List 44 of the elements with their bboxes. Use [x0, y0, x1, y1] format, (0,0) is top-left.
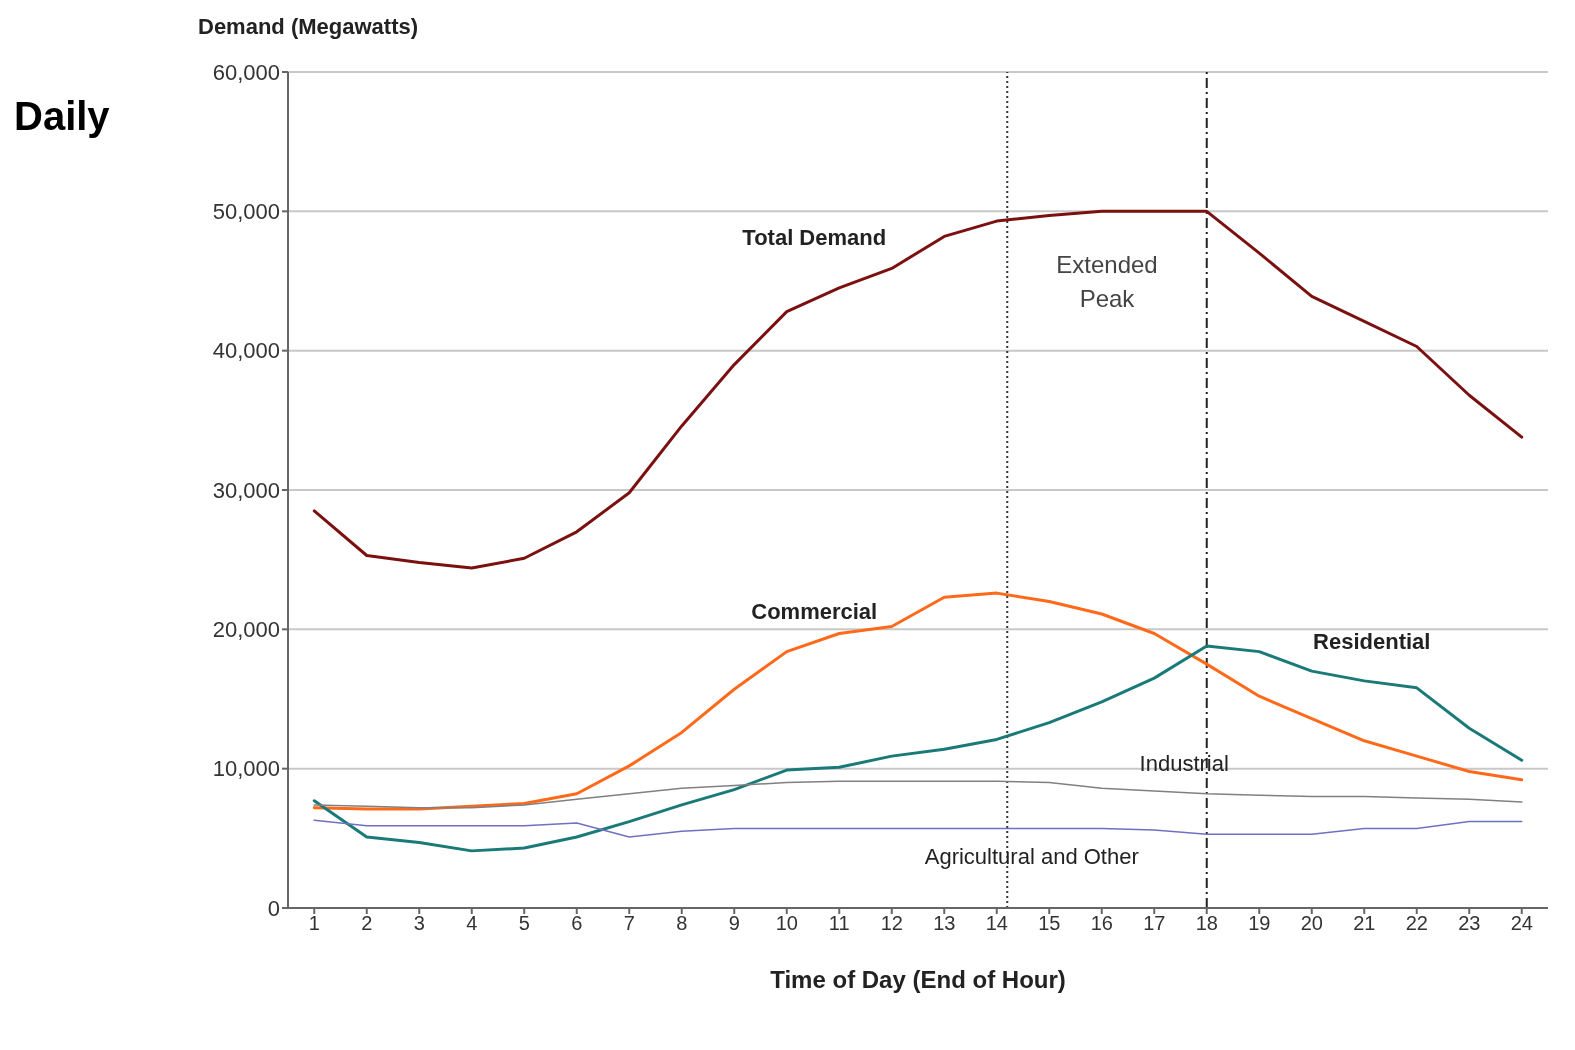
x-tick-label: 18	[1195, 912, 1218, 935]
annotation: Extended Peak	[1056, 250, 1158, 312]
x-tick-label: 17	[1143, 912, 1166, 935]
x-tick-label: 16	[1090, 912, 1113, 935]
x-tick-label: 2	[361, 912, 373, 935]
x-tick-label: 23	[1458, 912, 1481, 935]
text: Daily	[14, 94, 110, 139]
x-tick-label: 11	[828, 912, 850, 935]
series-label: Agricultural and Other	[924, 843, 1139, 869]
y-tick-label: 0	[267, 895, 280, 921]
x-tick-label: 6	[571, 912, 583, 935]
x-tick-label: 12	[880, 912, 903, 935]
x-tick-label: 22	[1405, 912, 1428, 935]
x-tick-label: 9	[728, 912, 740, 935]
y-tick-label: 40,000	[212, 338, 280, 364]
x-tick-label: 8	[676, 912, 688, 935]
x-tick-label: 13	[933, 912, 956, 935]
x-tick-label: 20	[1300, 912, 1323, 935]
x-tick-label: 3	[413, 912, 425, 935]
x-tick-label: 5	[518, 912, 530, 935]
x-tick-label: 10	[775, 912, 798, 935]
x-tick-label: 14	[985, 912, 1008, 935]
x-axis-title: Time of Day (End of Hour)	[770, 966, 1066, 993]
x-tick-label: 1	[308, 912, 320, 935]
line-series	[313, 780, 1523, 809]
x-tick-label: 4	[466, 912, 478, 935]
x-tick-label: 24	[1510, 912, 1533, 935]
y-tick-label: 50,000	[212, 199, 280, 225]
x-tick-label: 21	[1353, 912, 1376, 935]
y-tick-label: 10,000	[212, 756, 280, 782]
line-series	[313, 819, 1523, 838]
x-tick-label: 19	[1248, 912, 1271, 935]
y-tick-label: 60,000	[212, 59, 280, 85]
series-label: Commercial	[751, 599, 878, 625]
y-tick-label: 20,000	[212, 617, 280, 643]
y-tick-label: 30,000	[212, 477, 280, 503]
series-label: Industrial	[1139, 750, 1229, 776]
series-label: Residential	[1313, 629, 1431, 655]
line-series	[312, 591, 1524, 811]
line-series	[312, 209, 1524, 570]
series-label: Total Demand	[742, 224, 887, 250]
x-tick-label: 15	[1038, 912, 1061, 935]
y-axis-title: Demand (Megawatts)	[198, 14, 419, 39]
x-tick-label: 7	[623, 912, 635, 935]
